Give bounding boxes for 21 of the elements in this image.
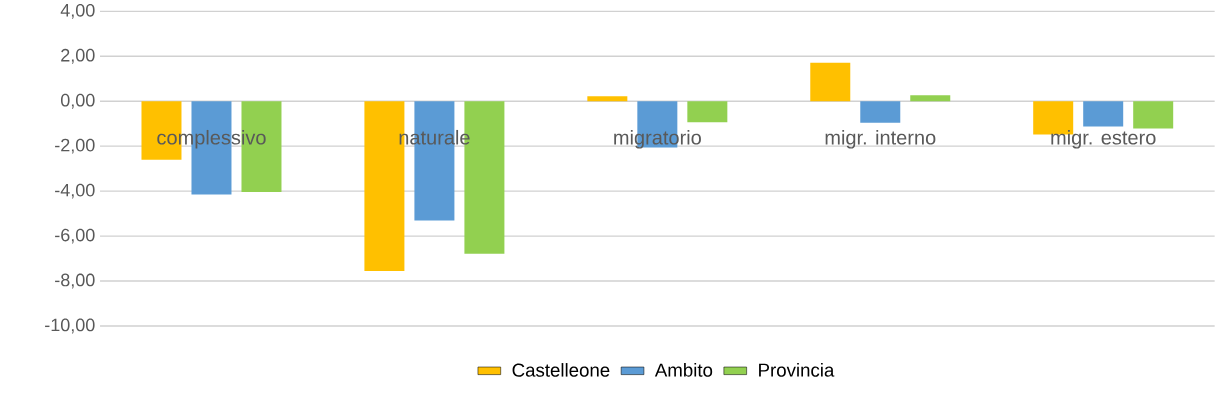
bar	[1083, 101, 1124, 127]
y-tick-label: -6,00	[55, 228, 95, 244]
x-tick-label: complessivo	[157, 129, 266, 149]
bar	[1133, 101, 1174, 129]
bar	[910, 95, 951, 102]
y-tick-label: 4,00	[60, 3, 95, 19]
legend-label: Ambito	[654, 363, 713, 377]
y-tick-label: -8,00	[55, 273, 95, 289]
x-tick-label: migr. interno	[825, 129, 936, 149]
x-tick-label: migr. estero	[1051, 129, 1156, 149]
y-tick-label: -10,00	[45, 318, 95, 334]
bar	[810, 62, 851, 102]
y-tick-label: 2,00	[61, 48, 95, 64]
bar	[687, 101, 728, 123]
bar	[860, 101, 901, 123]
y-tick-label: -2,00	[55, 138, 95, 154]
y-tick-label: -4,00	[55, 183, 95, 199]
y-tick-label: 0,00	[60, 93, 95, 109]
bar	[587, 96, 628, 102]
legend-label: Castelleone	[512, 363, 610, 377]
legend-label: Provincia	[759, 363, 835, 377]
